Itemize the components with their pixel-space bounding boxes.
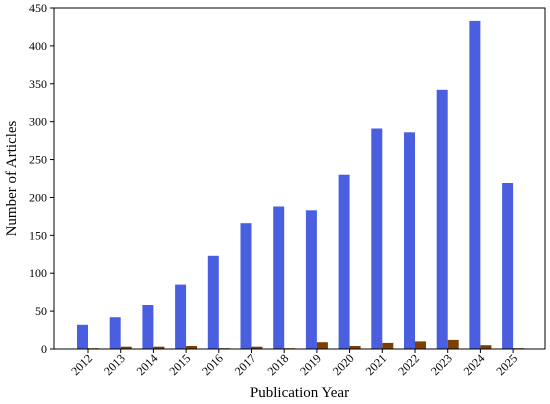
x-axis-ticks: 2012 2013 2014 2015 2016 2017 2018 2019 2020 2021… [68,349,520,378]
bar-secondary-2020 [349,346,361,349]
x-tick-label: 2024 [461,351,488,378]
y-axis-ticks: 0 50 100 150 200 250 300 350 400 450 [29,1,54,356]
bar-primary-2016 [207,255,219,349]
bar-secondary-2015 [186,346,198,349]
x-tick-label: 2018 [264,351,291,378]
bar-primary-2021 [371,128,383,349]
bar-primary-2025 [502,183,514,349]
y-tick-label: 250 [29,153,47,167]
x-tick-label: 2025 [493,351,520,378]
y-tick-label: 0 [41,342,47,356]
bar-secondary-2021 [382,342,394,349]
bar-secondary-2024 [480,345,492,349]
plot-frame [53,7,546,350]
y-tick-label: 350 [29,77,47,91]
x-tick-label: 2014 [134,351,161,378]
bar-primary-2015 [175,284,187,349]
x-tick-label: 2017 [232,351,259,378]
bar-secondary-2022 [415,341,426,349]
x-tick-label: 2012 [68,351,95,378]
bar-secondary-2014 [153,346,165,349]
y-tick-label: 50 [35,304,47,318]
bar-primary-2013 [109,317,121,349]
x-tick-label: 2016 [199,351,226,378]
y-tick-label: 200 [29,190,47,204]
bar-primary-2022 [404,132,415,349]
bar-primary-2012 [77,324,88,349]
bar-secondary-2017 [251,346,263,349]
x-tick-label: 2021 [363,351,390,378]
bar-primary-2023 [436,89,448,350]
y-tick-label: 400 [29,39,47,53]
x-tick-label: 2013 [101,351,128,378]
bar-secondary-2013 [120,346,132,349]
x-axis-label: Publication Year [250,385,349,401]
y-tick-label: 100 [29,266,47,280]
x-tick-label: 2020 [330,351,357,378]
bar-primary-2024 [469,20,481,350]
bar-primary-2019 [305,210,317,349]
x-tick-label: 2015 [166,351,193,378]
bars-layer [77,20,525,350]
bar-secondary-2023 [447,339,459,349]
y-tick-label: 450 [29,1,47,15]
bar-secondary-2019 [316,342,328,349]
y-tick-label: 300 [29,115,47,129]
bar-primary-2017 [240,223,252,349]
bar-primary-2018 [273,206,285,349]
x-tick-label: 2023 [428,351,455,378]
bar-primary-2020 [338,174,350,349]
bar-primary-2014 [142,305,154,349]
y-tick-label: 150 [29,228,47,242]
x-tick-label: 2022 [395,351,422,378]
x-tick-label: 2019 [297,351,324,378]
y-axis-label: Number of Articles [4,120,20,236]
